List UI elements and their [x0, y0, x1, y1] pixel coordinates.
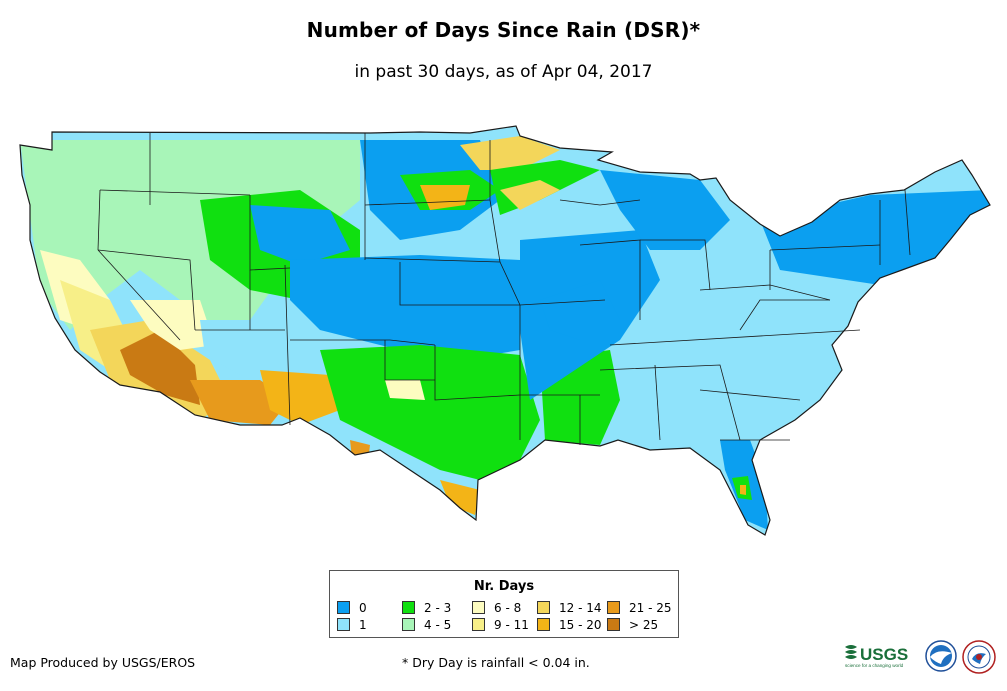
legend-swatch [607, 618, 620, 631]
state-borders [97, 133, 911, 445]
legend-item: 6 - 8 [472, 601, 521, 615]
legend-item: 4 - 5 [402, 618, 451, 632]
legend-label: 9 - 11 [494, 618, 529, 632]
usgs-logo: USGS science for a changing world [845, 645, 908, 668]
legend-item: > 25 [607, 618, 658, 632]
legend-swatch [537, 601, 550, 614]
map-title: Number of Days Since Rain (DSR)* [306, 18, 701, 42]
legend-item: 21 - 25 [607, 601, 672, 615]
legend-label: 12 - 14 [559, 601, 602, 615]
legend-swatch [472, 618, 485, 631]
legend-label: 21 - 25 [629, 601, 672, 615]
noaa-logo [925, 640, 957, 672]
legend-swatch [402, 601, 415, 614]
legend-swatch [607, 601, 620, 614]
legend-label: > 25 [629, 618, 659, 632]
legend-swatch [537, 618, 550, 631]
map-subtitle: in past 30 days, as of Apr 04, 2017 [354, 62, 653, 82]
legend-label: 2 - 3 [424, 601, 452, 615]
legend-label: 6 - 8 [494, 601, 522, 615]
svg-text:science for a changing world: science for a changing world [845, 663, 904, 668]
footnote-text: * Dry Day is rainfall < 0.04 in. [402, 655, 590, 670]
legend-item: 12 - 14 [537, 601, 602, 615]
legend-title: Nr. Days [473, 579, 535, 594]
us-dsr-map [19, 125, 991, 536]
legend-swatch [337, 618, 350, 631]
legend-item: 2 - 3 [402, 601, 451, 615]
legend-swatch [337, 601, 350, 614]
legend-swatch [472, 601, 485, 614]
legend-item: 15 - 20 [537, 618, 602, 632]
legend-swatch [402, 618, 415, 631]
legend-item: 1 [337, 618, 367, 632]
legend-label: 4 - 5 [424, 618, 452, 632]
legend-label: 1 [359, 618, 367, 632]
legend-item: 9 - 11 [472, 618, 529, 632]
svg-text:USGS: USGS [860, 645, 908, 664]
credit-text: Map Produced by USGS/EROS [10, 655, 196, 670]
legend-label: 15 - 20 [559, 618, 602, 632]
legend: Nr. Days 0 1 2 - 3 4 - 5 6 - 8 9 - 11 12 - 14 1… [329, 570, 679, 638]
dsr-shading [20, 126, 990, 535]
legend-label: 0 [359, 601, 367, 615]
legend-item: 0 [337, 601, 367, 615]
nws-logo [962, 640, 996, 674]
